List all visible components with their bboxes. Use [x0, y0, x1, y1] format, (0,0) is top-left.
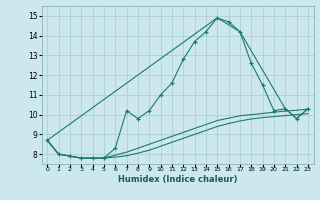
X-axis label: Humidex (Indice chaleur): Humidex (Indice chaleur) — [118, 175, 237, 184]
